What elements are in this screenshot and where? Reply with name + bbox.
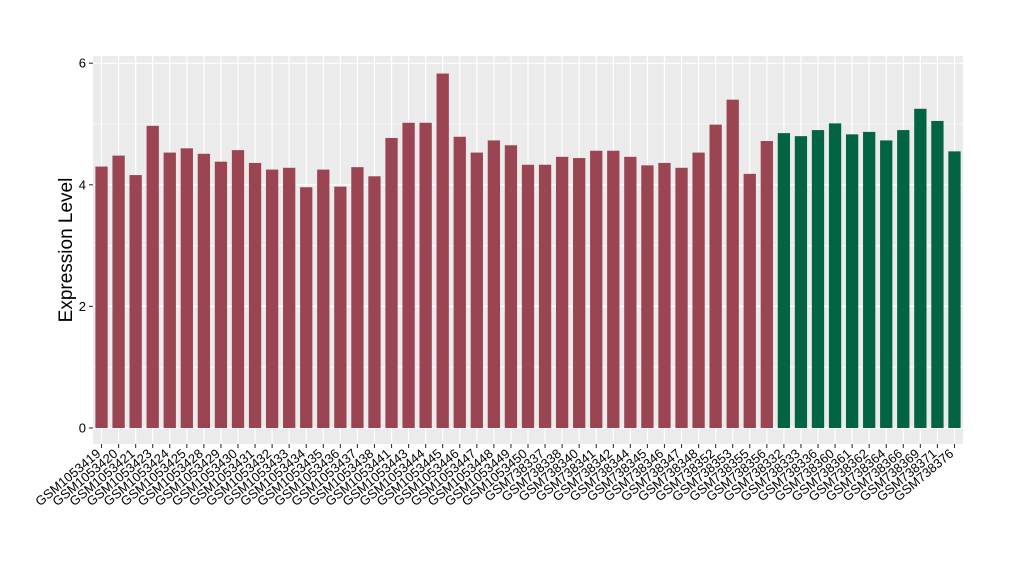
bar	[470, 152, 483, 428]
bar	[914, 108, 927, 429]
bar	[794, 136, 808, 428]
bar	[726, 99, 739, 429]
bar	[300, 187, 313, 428]
bar	[624, 156, 637, 428]
bar	[180, 148, 193, 428]
bar	[197, 153, 211, 429]
bar	[112, 155, 125, 428]
bars	[95, 73, 961, 429]
bar	[504, 145, 518, 428]
bar	[163, 152, 176, 428]
bar	[880, 140, 893, 429]
bar	[675, 167, 688, 428]
x-axis: GSM1053419GSM1053420GSM1053421GSM1053423…	[32, 444, 956, 509]
bar	[129, 175, 142, 428]
bar	[317, 169, 330, 428]
bar	[590, 150, 603, 428]
bar	[334, 186, 347, 428]
bar	[931, 120, 944, 429]
bar	[436, 73, 449, 428]
y-axis-label: Expression Level	[56, 178, 77, 323]
y-tick-label: 4	[79, 177, 86, 192]
bar	[521, 164, 535, 429]
bar	[453, 136, 466, 428]
y-axis: 0 2 4 6	[79, 56, 93, 436]
bar	[811, 130, 825, 428]
bar	[897, 130, 910, 428]
bar	[283, 167, 296, 428]
y-tick-label: 6	[79, 56, 86, 71]
bar	[487, 140, 501, 429]
bar	[555, 156, 569, 428]
bar	[607, 150, 620, 428]
y-tick-label: 2	[79, 299, 86, 314]
bar	[385, 137, 398, 429]
bar	[863, 131, 876, 428]
bar	[231, 150, 245, 428]
y-tick-label: 0	[79, 421, 86, 436]
bar	[760, 141, 773, 428]
bar	[265, 169, 279, 428]
bar	[692, 152, 705, 428]
bar	[368, 176, 381, 428]
bar	[777, 133, 791, 428]
bar	[743, 173, 756, 428]
bar	[95, 166, 108, 428]
bar	[573, 158, 586, 429]
bar	[351, 167, 364, 429]
bar	[402, 122, 415, 428]
bar	[419, 122, 432, 428]
bar	[845, 134, 859, 428]
bar	[214, 161, 228, 428]
bar	[248, 162, 262, 428]
bar	[948, 151, 961, 429]
bar	[828, 123, 842, 428]
bar	[538, 164, 552, 429]
bar	[146, 125, 159, 428]
bar	[709, 124, 722, 429]
bar	[641, 165, 654, 428]
bar	[658, 162, 671, 428]
